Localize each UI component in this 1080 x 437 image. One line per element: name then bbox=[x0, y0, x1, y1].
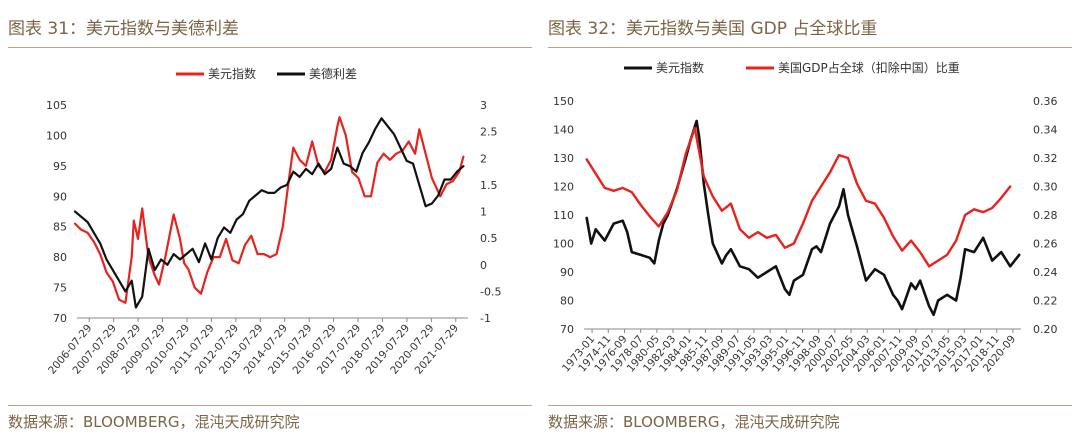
y-left-tick-label: 130 bbox=[553, 152, 574, 165]
y-right-tick-label: 2 bbox=[480, 152, 487, 165]
y-left-tick-label: 80 bbox=[560, 295, 574, 308]
source-note: 数据来源：BLOOMBERG，混沌天成研究院 bbox=[548, 405, 1072, 432]
y-left-tick-label: 80 bbox=[53, 251, 67, 264]
y-left-tick-label: 100 bbox=[553, 238, 574, 251]
y-right-tick-label: 0.5 bbox=[480, 232, 498, 245]
y-right-tick-label: -0.5 bbox=[480, 285, 501, 298]
legend-label: 美德利差 bbox=[309, 66, 357, 81]
legend-label: 美元指数 bbox=[656, 60, 704, 75]
y-right-tick-label: 0.22 bbox=[1033, 295, 1058, 308]
y-left-tick-label: 90 bbox=[53, 190, 67, 203]
series-line bbox=[585, 119, 1021, 317]
series-line bbox=[73, 116, 465, 304]
chart-panel-left: 图表 31：美元指数与美德利差 70 75 80 85 90 95 100 105 -1 -0.5… bbox=[8, 14, 532, 432]
y-right-tick-label: 0.20 bbox=[1033, 323, 1058, 336]
chart-title: 图表 31：美元指数与美德利差 bbox=[8, 14, 532, 48]
y-right-tick-label: 0.32 bbox=[1033, 152, 1058, 165]
y-right-tick-label: 0.26 bbox=[1033, 238, 1058, 251]
legend-label: 美元指数 bbox=[208, 66, 256, 81]
y-left-tick-label: 95 bbox=[53, 160, 67, 173]
y-left-tick-label: 110 bbox=[553, 209, 574, 222]
y-left-tick-label: 105 bbox=[46, 99, 67, 112]
y-right-tick-label: 0 bbox=[480, 259, 487, 272]
series-line bbox=[585, 126, 1012, 268]
y-left-tick-label: 150 bbox=[553, 95, 574, 108]
y-left-tick-label: 100 bbox=[46, 129, 67, 142]
y-left-tick-label: 70 bbox=[560, 323, 574, 336]
y-left-tick-label: 90 bbox=[560, 266, 574, 279]
y-right-tick-label: 0.36 bbox=[1033, 95, 1058, 108]
y-right-tick-label: 0.28 bbox=[1033, 209, 1058, 222]
y-left-tick-label: 140 bbox=[553, 124, 574, 137]
chart-title: 图表 32：美元指数与美国 GDP 占全球比重 bbox=[548, 14, 1072, 48]
y-right-tick-label: 0.24 bbox=[1033, 266, 1058, 279]
legend-label: 美国GDP占全球（扣除中国）比重 bbox=[778, 60, 960, 75]
y-left-tick-label: 85 bbox=[53, 221, 67, 234]
y-right-tick-label: 2.5 bbox=[480, 126, 498, 139]
y-right-tick-label: 0.34 bbox=[1033, 124, 1058, 137]
y-right-tick-label: 3 bbox=[480, 99, 487, 112]
chart-area: 70 80 90 100 110 120 130 140 150 0.20 0.22 0.24 0.26… bbox=[553, 60, 1058, 375]
series-line bbox=[73, 117, 465, 309]
source-note: 数据来源：BLOOMBERG，混沌天成研究院 bbox=[8, 405, 532, 432]
y-right-tick-label: 0.30 bbox=[1033, 181, 1058, 194]
y-left-tick-label: 120 bbox=[553, 181, 574, 194]
y-right-tick-label: 1.5 bbox=[480, 179, 498, 192]
y-right-tick-label: 1 bbox=[480, 206, 487, 219]
chart-panel-right: 图表 32：美元指数与美国 GDP 占全球比重 70 80 90 100 110 120 1… bbox=[540, 0, 1080, 437]
chart-area: 707580859095100105-1-0.500.511.522.53200… bbox=[46, 66, 501, 377]
y-left-tick-label: 75 bbox=[53, 282, 67, 295]
y-left-tick-label: 70 bbox=[53, 312, 67, 325]
y-right-tick-label: -1 bbox=[480, 312, 491, 325]
